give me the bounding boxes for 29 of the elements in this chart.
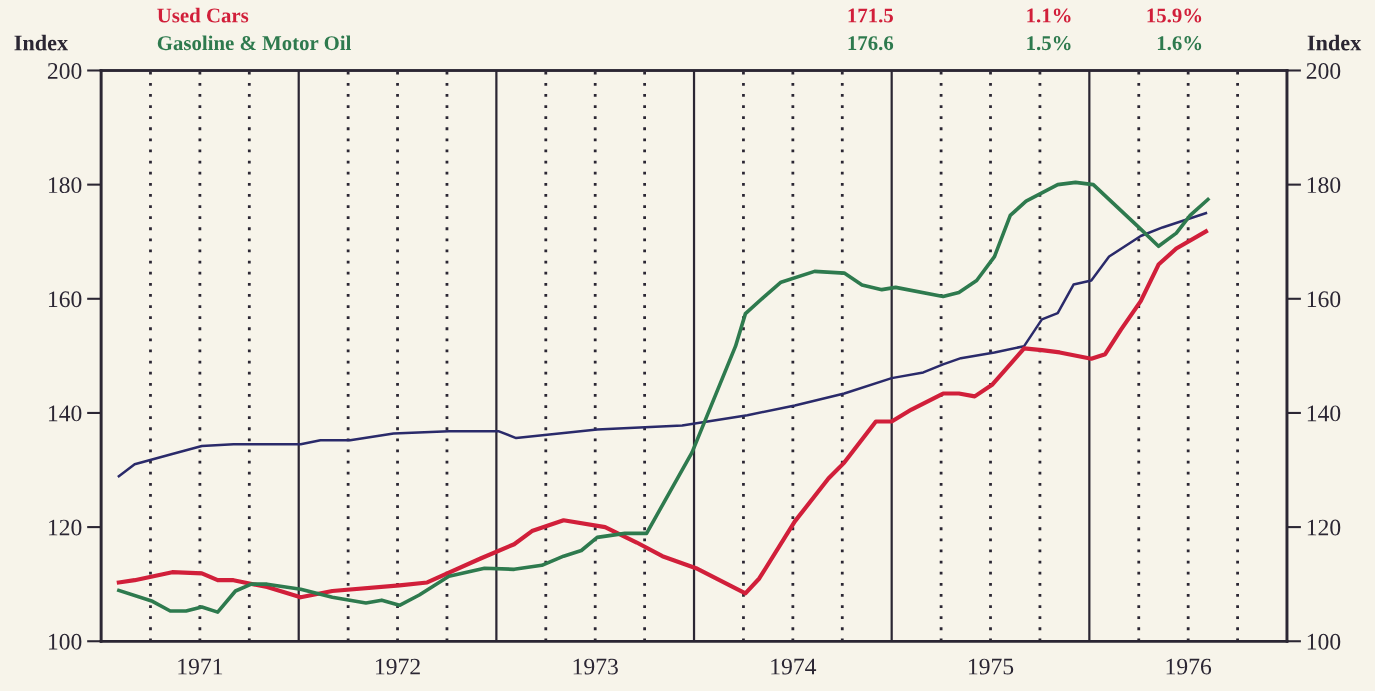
x-tick-label: 1972: [376, 658, 420, 675]
y-tick-label: 140: [48, 405, 82, 422]
text: 1.1%: [1027, 8, 1071, 23]
y2-tick-label: 140: [1307, 405, 1341, 422]
y-tick-label: 200: [47, 62, 82, 79]
text: 1.6%: [1157, 36, 1202, 51]
x-tick-label: 1973: [573, 658, 618, 675]
x-tick-label: 1975: [968, 658, 1014, 675]
line-series: [117, 211, 1208, 478]
text: Gasoline & Motor Oil: [157, 35, 352, 51]
text: Used Cars: [157, 7, 249, 23]
y2-tick-label: 120: [1307, 519, 1341, 536]
text: 171.5: [848, 8, 893, 23]
x-tick-label: 1974: [771, 658, 817, 675]
text: 176.6: [848, 36, 894, 51]
text: 15.9%: [1147, 8, 1202, 23]
y-tick-label: 180: [48, 177, 82, 194]
y-tick-label: 160: [48, 291, 82, 308]
y-tick-label: 100: [48, 633, 82, 650]
y-axis-title: Index: [14, 34, 68, 51]
y2-tick-label: 200: [1306, 62, 1341, 79]
y2-tick-label: 160: [1307, 291, 1341, 308]
y-tick-label: 120: [48, 519, 82, 536]
x-tick-label: 1976: [1166, 658, 1212, 675]
y2-tick-label: 100: [1307, 633, 1341, 650]
text: 1.5%: [1027, 36, 1071, 51]
y2-axis-title: Index: [1307, 34, 1362, 51]
y2-tick-label: 180: [1307, 177, 1341, 194]
x-tick-label: 1971: [178, 658, 223, 675]
